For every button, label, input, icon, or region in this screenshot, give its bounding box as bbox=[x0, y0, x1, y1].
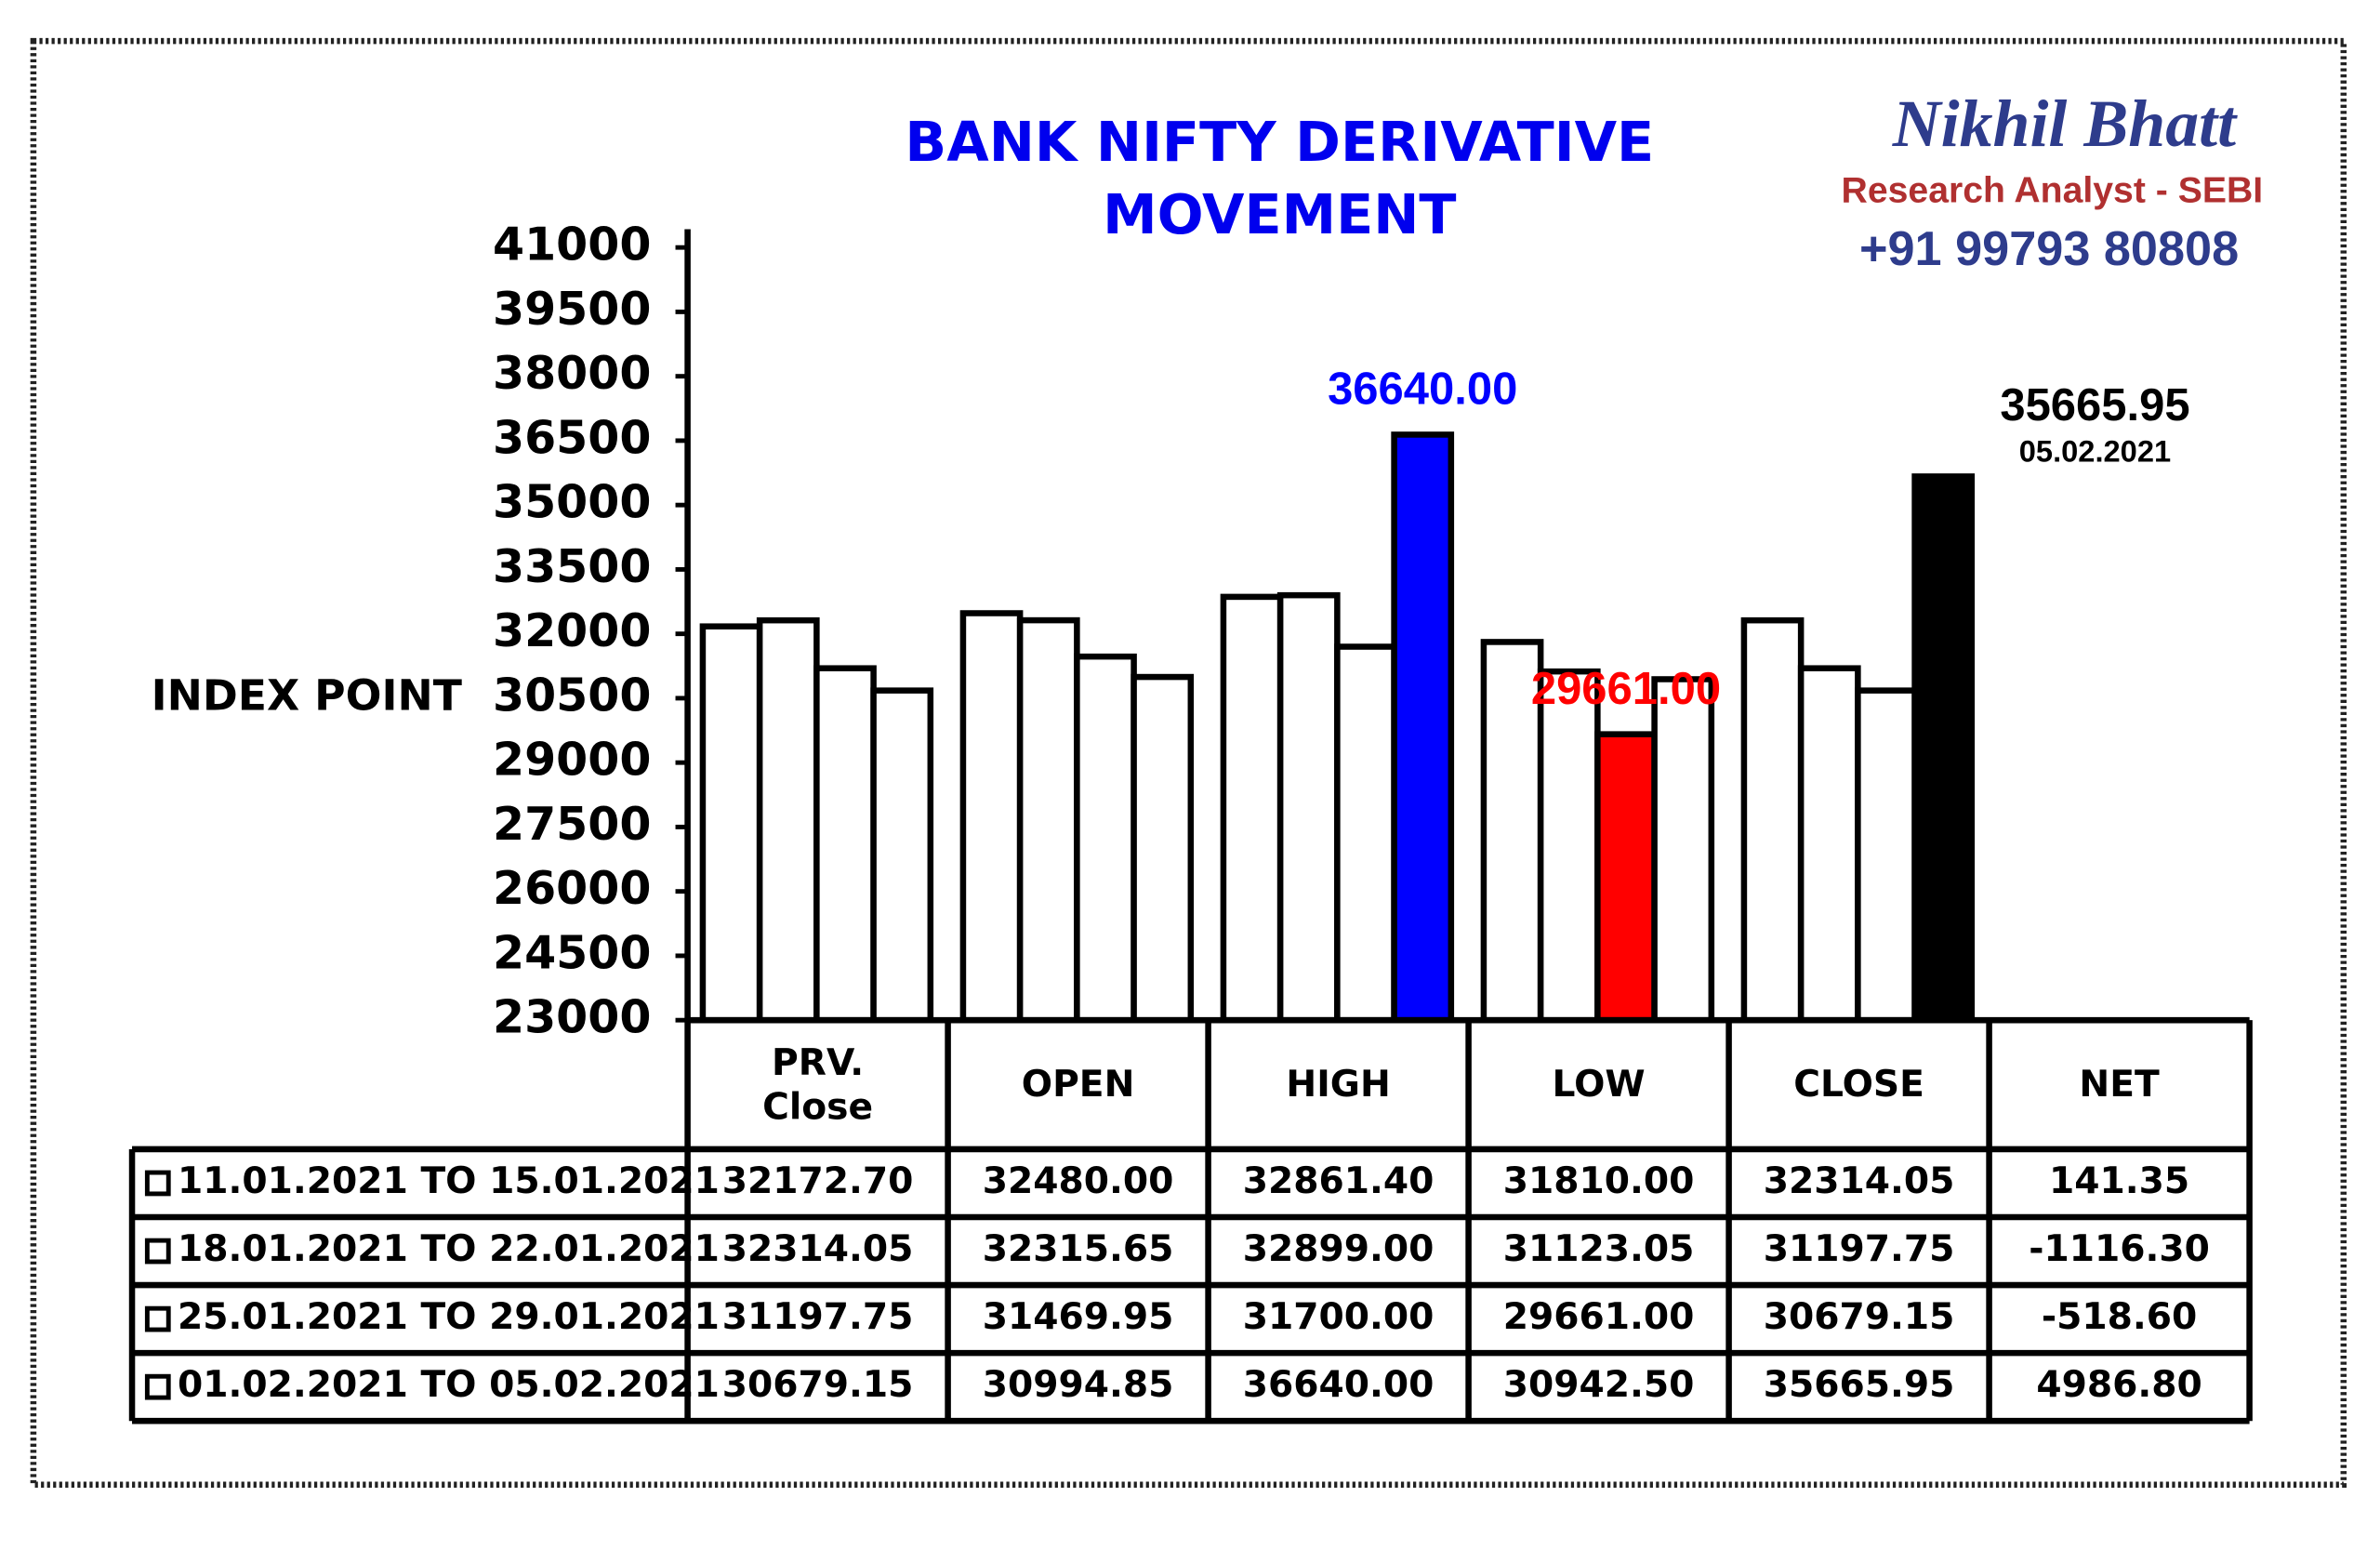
table-header: NET bbox=[2079, 1063, 2160, 1106]
table-cell: 29661.00 bbox=[1503, 1296, 1695, 1338]
table-header-cell: PRV. Close bbox=[762, 1040, 874, 1128]
table-header-cell: NET bbox=[2079, 1063, 2160, 1106]
y-tick-label: 24500 bbox=[493, 926, 651, 979]
table-header-cell: LOW bbox=[1552, 1063, 1646, 1106]
bar bbox=[1130, 673, 1195, 1024]
table-header-cell: HIGH bbox=[1286, 1063, 1391, 1106]
bar bbox=[1911, 473, 1976, 1024]
value-annotation: 36640.00 bbox=[1328, 364, 1517, 415]
value-annotation: 35665.95 bbox=[2000, 380, 2189, 431]
row-label: 25.01.2021 TO 29.01.2021 bbox=[178, 1296, 720, 1338]
brand-phone: +91 99793 80808 bbox=[1859, 222, 2239, 276]
table-cell: 31810.00 bbox=[1503, 1160, 1695, 1202]
table-cell: 36640.00 bbox=[1243, 1364, 1435, 1406]
row-label: 18.01.2021 TO 22.01.2021 bbox=[178, 1228, 720, 1270]
table-cell: 31700.00 bbox=[1243, 1296, 1435, 1338]
brand-name: Nikhil Bhatt bbox=[1892, 86, 2238, 161]
table-header-cell: OPEN bbox=[1021, 1063, 1135, 1106]
y-tick-label: 26000 bbox=[493, 862, 651, 915]
y-tick-label: 23000 bbox=[493, 991, 651, 1044]
table-cell: 141.35 bbox=[2049, 1160, 2189, 1202]
table-cell: 32314.05 bbox=[722, 1228, 914, 1270]
bar bbox=[1220, 593, 1284, 1024]
table-header: PRV. Close bbox=[762, 1040, 874, 1128]
table-cell: 30994.85 bbox=[983, 1364, 1174, 1406]
brand-role: Research Analyst - SEBI bbox=[1842, 171, 2264, 211]
bar bbox=[1537, 668, 1601, 1024]
table-header: CLOSE bbox=[1793, 1063, 1924, 1106]
bar bbox=[959, 610, 1024, 1024]
table-header: OPEN bbox=[1021, 1063, 1135, 1106]
table-cell: 32861.40 bbox=[1243, 1160, 1435, 1202]
bar bbox=[1855, 687, 1918, 1024]
table-cell: 31197.75 bbox=[1764, 1228, 1955, 1270]
table-cell: 31197.75 bbox=[722, 1296, 914, 1338]
table-header: LOW bbox=[1552, 1063, 1646, 1106]
table-cell: 32315.65 bbox=[983, 1228, 1174, 1270]
bar bbox=[1074, 653, 1137, 1024]
bar bbox=[1797, 665, 1861, 1024]
y-axis-label: INDEX POINT bbox=[152, 671, 462, 721]
table-cell: 31469.95 bbox=[983, 1296, 1174, 1338]
chart-title: BANK NIFTY DERIVATIVE bbox=[905, 110, 1654, 174]
y-tick-label: 35000 bbox=[493, 476, 651, 529]
table-cell: 30679.15 bbox=[1764, 1296, 1955, 1338]
table-cell: 30942.50 bbox=[1503, 1364, 1695, 1406]
bar bbox=[1740, 616, 1805, 1024]
table-cell: 31123.05 bbox=[1503, 1228, 1695, 1270]
y-tick-label: 33500 bbox=[493, 540, 651, 593]
bar bbox=[1651, 676, 1715, 1024]
table-cell: 32314.05 bbox=[1764, 1160, 1955, 1202]
table-cell: 30679.15 bbox=[722, 1364, 914, 1406]
row-label: 01.02.2021 TO 05.02.2021 bbox=[178, 1364, 720, 1406]
table-cell: -518.60 bbox=[2042, 1296, 2197, 1338]
table-cell: -1116.30 bbox=[2029, 1228, 2210, 1270]
legend-marker bbox=[144, 1238, 171, 1265]
bar bbox=[870, 687, 934, 1024]
bar bbox=[1334, 643, 1397, 1024]
bar bbox=[1391, 431, 1455, 1024]
bar bbox=[813, 665, 877, 1024]
bar bbox=[1594, 731, 1658, 1024]
bar bbox=[756, 616, 820, 1024]
table-cell: 4986.80 bbox=[2036, 1364, 2202, 1406]
y-tick-label: 38000 bbox=[493, 347, 651, 400]
date-annotation: 05.02.2021 bbox=[2019, 434, 2171, 469]
y-tick-label: 27500 bbox=[493, 798, 651, 851]
y-tick-label: 39500 bbox=[493, 283, 651, 336]
bar bbox=[1276, 591, 1341, 1024]
y-tick-label: 36500 bbox=[493, 411, 651, 464]
table-header-cell: CLOSE bbox=[1793, 1063, 1924, 1106]
y-tick-label: 41000 bbox=[493, 219, 651, 272]
table-cell: 32899.00 bbox=[1243, 1228, 1435, 1270]
chart-title: MOVEMENT bbox=[1103, 182, 1456, 246]
row-label: 11.01.2021 TO 15.01.2021 bbox=[178, 1160, 720, 1202]
value-annotation: 29661.00 bbox=[1531, 664, 1721, 714]
table-cell: 32172.70 bbox=[722, 1160, 914, 1202]
y-tick-label: 30500 bbox=[493, 669, 651, 722]
table-cell: 35665.95 bbox=[1764, 1364, 1955, 1406]
table-header: HIGH bbox=[1286, 1063, 1391, 1106]
legend-marker bbox=[144, 1373, 171, 1400]
y-tick-label: 32000 bbox=[493, 604, 651, 657]
bar bbox=[1016, 616, 1080, 1024]
bar bbox=[699, 623, 763, 1024]
legend-marker bbox=[144, 1305, 171, 1332]
table-cell: 32480.00 bbox=[983, 1160, 1174, 1202]
legend-marker bbox=[144, 1170, 171, 1197]
y-tick-label: 29000 bbox=[493, 734, 651, 787]
